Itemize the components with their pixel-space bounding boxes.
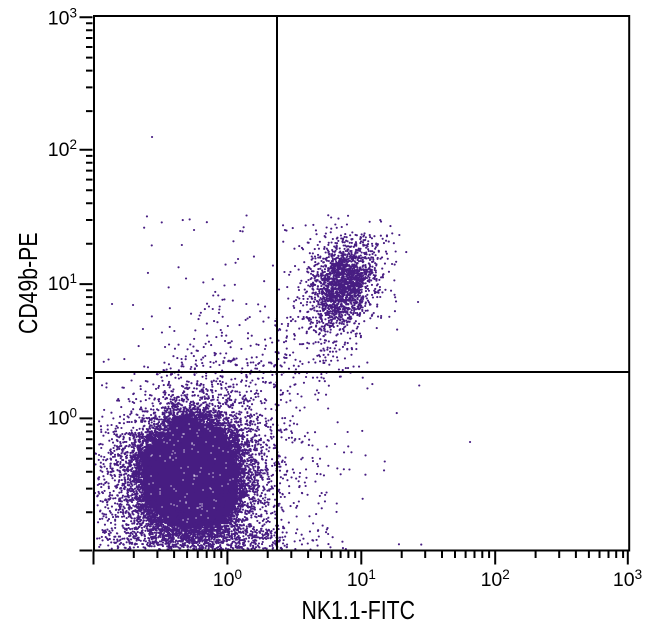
svg-text:NK1.1-FITC: NK1.1-FITC [302, 597, 416, 625]
svg-text:103: 103 [613, 567, 642, 591]
svg-text:101: 101 [48, 271, 77, 295]
svg-text:100: 100 [48, 406, 77, 430]
svg-text:103: 103 [48, 6, 77, 30]
svg-text:CD49b-PE: CD49b-PE [15, 233, 43, 335]
svg-text:100: 100 [213, 567, 242, 591]
svg-text:102: 102 [481, 567, 510, 591]
svg-text:101: 101 [347, 567, 376, 591]
svg-text:102: 102 [48, 137, 77, 161]
